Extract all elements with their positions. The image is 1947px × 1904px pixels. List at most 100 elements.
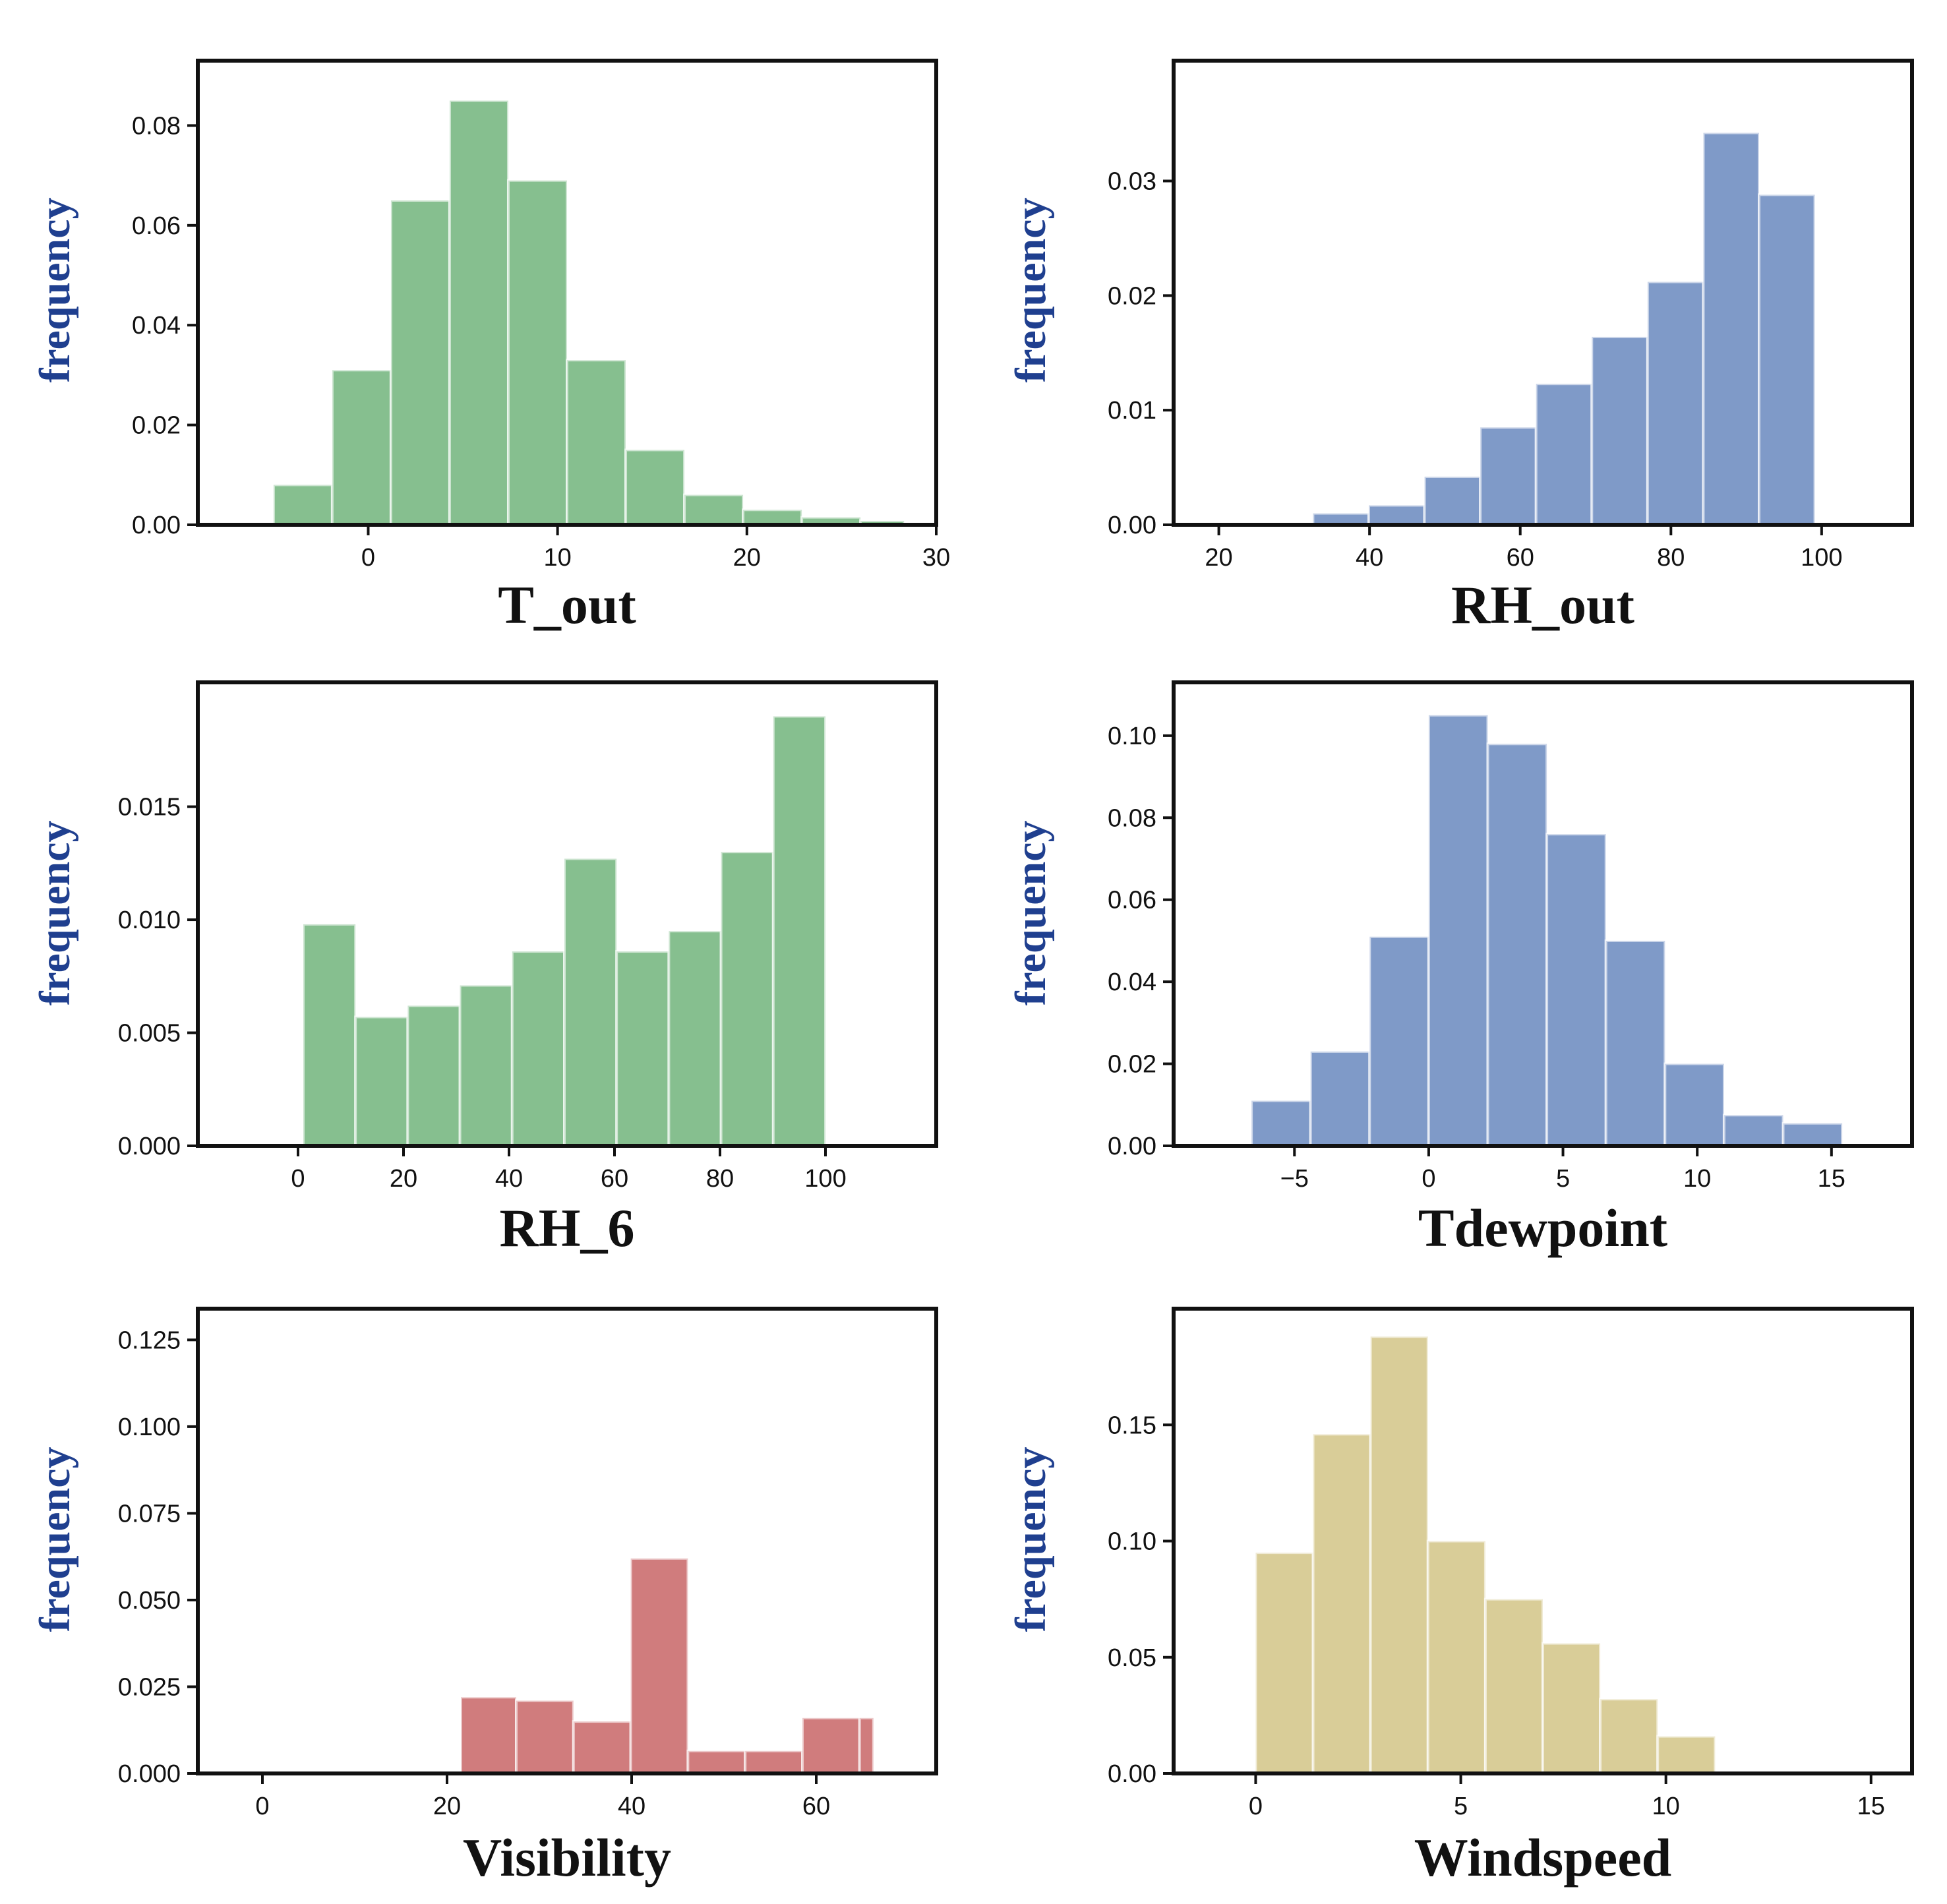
y-axis-label: frequency xyxy=(31,197,79,382)
x-axis-label: Windspeed xyxy=(1414,1828,1671,1888)
y-axis-label: frequency xyxy=(1007,820,1055,1005)
x-tick-label: 80 xyxy=(1657,544,1685,572)
histogram-bar xyxy=(624,448,686,526)
histogram-bar xyxy=(1534,382,1594,526)
histogram-bar xyxy=(771,715,827,1147)
x-tick-label: 5 xyxy=(1454,1793,1468,1820)
y-tick-label: 0.00 xyxy=(132,512,181,539)
histogram-bar xyxy=(615,950,671,1147)
x-axis-label: RH_out xyxy=(1451,575,1634,635)
x-tick-label: 80 xyxy=(706,1165,734,1193)
y-tick-label: 0.025 xyxy=(118,1673,181,1701)
y-tick-label: 0.000 xyxy=(118,1133,181,1160)
histogram-bar xyxy=(629,1557,690,1775)
histogram-bar xyxy=(1309,1050,1371,1147)
y-tick-label: 0.125 xyxy=(118,1326,181,1354)
histogram-bar xyxy=(510,950,566,1147)
plot-frame xyxy=(1172,59,1914,527)
y-tick-label: 0.00 xyxy=(1108,1760,1156,1788)
x-tick-label: 20 xyxy=(733,544,761,572)
histogram-bar xyxy=(1367,504,1426,527)
x-tick-label: −5 xyxy=(1280,1165,1309,1193)
histogram-bar xyxy=(572,1720,632,1775)
y-tick-label: 0.075 xyxy=(118,1500,181,1528)
y-tick-label: 0.01 xyxy=(1108,397,1156,425)
y-axis-label: frequency xyxy=(1007,1446,1055,1632)
histogram-bar xyxy=(1656,1735,1717,1775)
y-tick-label: 0.100 xyxy=(118,1413,181,1441)
x-tick-label: 5 xyxy=(1556,1165,1570,1193)
x-tick-label: 60 xyxy=(1507,544,1534,572)
histogram-bar xyxy=(1479,426,1538,526)
chart-panel-top-left: 0.00 0.02 0.04 0.06 0.08 0 10 20 30 T_out frequenc… xyxy=(31,59,950,635)
y-tick-label: 0.04 xyxy=(132,312,181,340)
x-tick-label: 40 xyxy=(618,1793,645,1820)
y-tick-label: 0.02 xyxy=(1108,282,1156,310)
histogram-bar xyxy=(1722,1114,1785,1147)
plot-frame xyxy=(196,680,938,1148)
x-tick-label: 15 xyxy=(1857,1793,1885,1820)
y-tick-label: 0.08 xyxy=(1108,804,1156,832)
histogram-bar xyxy=(1250,1099,1312,1148)
histogram-bar xyxy=(667,930,723,1147)
histogram-bar xyxy=(272,483,334,526)
x-axis-label: RH_6 xyxy=(500,1198,635,1258)
histogram-bar xyxy=(1486,742,1549,1147)
chart-panel-bottom-right: 0.00 0.05 0.10 0.15 0 5 10 15 Windspeed frequency xyxy=(1007,1307,1914,1888)
x-tick-label: 0 xyxy=(1249,1793,1263,1820)
x-tick-label: 100 xyxy=(1801,544,1842,572)
plot-frame xyxy=(196,1307,938,1775)
x-tick-label: 10 xyxy=(1652,1793,1680,1820)
y-axis-label: frequency xyxy=(1007,197,1055,382)
histogram-bar xyxy=(742,508,804,527)
y-tick-label: 0.010 xyxy=(118,907,181,934)
y-tick-label: 0.050 xyxy=(118,1587,181,1615)
histogram-bar xyxy=(1702,131,1760,526)
histogram-bar xyxy=(1427,713,1489,1147)
x-tick-label: 0 xyxy=(361,544,375,572)
x-tick-label: 40 xyxy=(1356,544,1383,572)
y-tick-label: 0.08 xyxy=(132,112,181,140)
histogram-bar xyxy=(1483,1597,1545,1775)
histogram-bar xyxy=(1782,1121,1844,1148)
histogram-bar xyxy=(1254,1551,1315,1775)
histogram-bar xyxy=(1604,939,1667,1148)
histogram-bar xyxy=(1590,335,1649,526)
chart-panel-top-right: 0.00 0.01 0.02 0.03 20 40 60 80 100 RH_out frequen… xyxy=(1007,59,1914,635)
histogram-bar xyxy=(744,1749,804,1775)
histogram-bar xyxy=(1599,1698,1660,1775)
y-tick-label: 0.06 xyxy=(1108,887,1156,914)
y-tick-label: 0.10 xyxy=(1108,1528,1156,1556)
histogram-bar xyxy=(566,359,628,526)
y-tick-label: 0.04 xyxy=(1108,968,1156,996)
x-tick-label: 100 xyxy=(804,1165,846,1193)
x-tick-label: 20 xyxy=(433,1793,461,1820)
chart-panel-middle-left: 0.000 0.005 0.010 0.015 0 20 40 60 80 100 RH_6 freq… xyxy=(31,680,938,1258)
histogram-bar xyxy=(506,179,569,526)
y-tick-label: 0.00 xyxy=(1108,512,1156,539)
x-tick-label: 60 xyxy=(601,1165,628,1193)
histogram-bar xyxy=(858,1716,875,1775)
histogram-bar xyxy=(719,850,775,1147)
plot-frame xyxy=(196,59,938,527)
x-tick-label: 20 xyxy=(1205,544,1232,572)
histogram-bar xyxy=(801,1716,861,1775)
histogram-bar xyxy=(1663,1062,1725,1147)
y-tick-label: 0.15 xyxy=(1108,1412,1156,1439)
y-tick-label: 0.03 xyxy=(1108,168,1156,196)
x-tick-label: 0 xyxy=(1422,1165,1435,1193)
histogram-bar xyxy=(1545,833,1607,1147)
histogram-bar xyxy=(330,369,392,526)
y-tick-label: 0.00 xyxy=(1108,1133,1156,1160)
chart-panel-middle-right: 0.00 0.02 0.04 0.06 0.08 0.10 −5 0 5 10 15 Tdewpoin… xyxy=(1007,680,1914,1258)
histogram-bar xyxy=(1423,475,1482,527)
x-tick-label: 60 xyxy=(802,1793,830,1820)
y-tick-label: 0.05 xyxy=(1108,1644,1156,1672)
x-tick-label: 30 xyxy=(922,544,950,572)
histogram-bar xyxy=(1369,1335,1429,1775)
histogram-bar xyxy=(515,1699,575,1775)
y-tick-label: 0.000 xyxy=(118,1760,181,1788)
histogram-bar xyxy=(302,922,357,1148)
y-tick-label: 0.02 xyxy=(1108,1051,1156,1079)
